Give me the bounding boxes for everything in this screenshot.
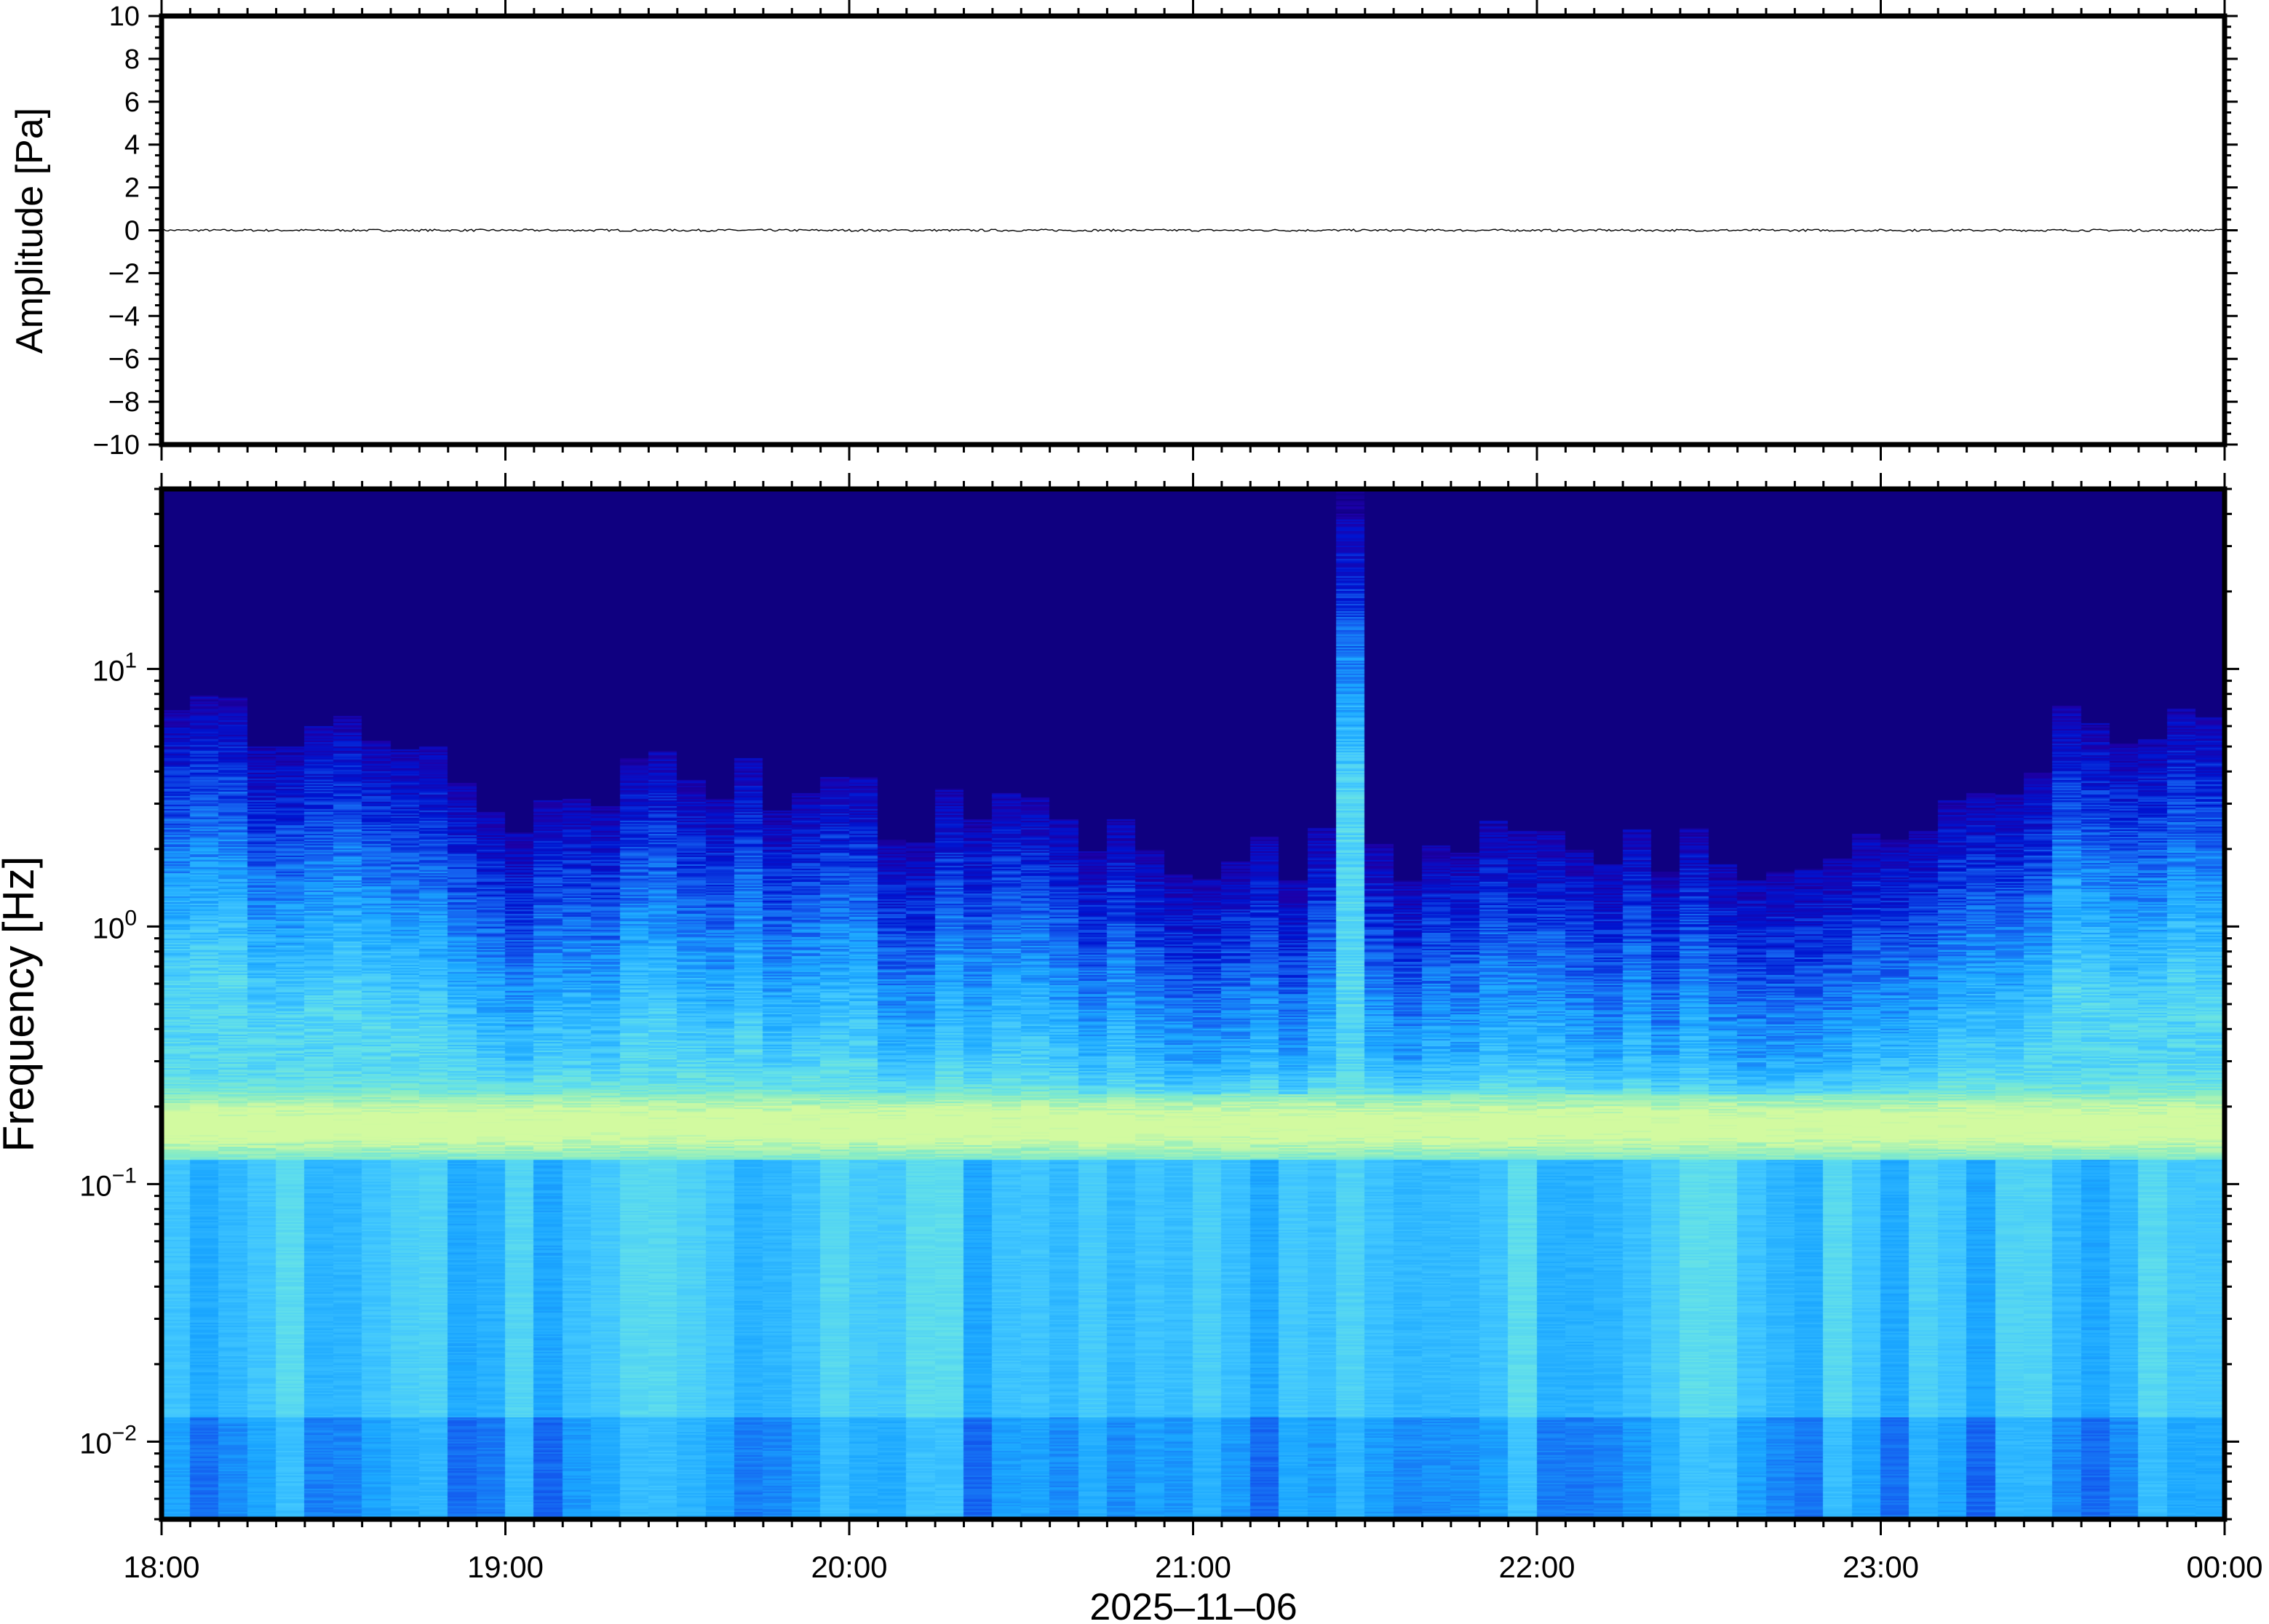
y-tick-label: −8 [108, 387, 140, 418]
y-tick-label: −10 [93, 430, 140, 461]
y-tick-label: 10−1 [79, 1163, 137, 1202]
amplitude-axis-title: Amplitude [Pa] [9, 108, 51, 354]
tick-base: 10 [79, 1170, 112, 1202]
tick-base: 10 [92, 912, 125, 944]
tick-exponent: 1 [124, 648, 137, 672]
amplitude-trace [161, 228, 2225, 233]
frequency-axis-title: Frequency [Hz] [0, 856, 43, 1153]
spectrogram-frame [159, 486, 2228, 1522]
x-tick-label: 22:00 [1498, 1550, 1575, 1584]
x-tick-label: 23:00 [1843, 1550, 1919, 1584]
spectrogram-panel: 18:00 19:00 20:00 21:00 22:00 23:00 00:0010110… [79, 473, 2263, 1584]
tick-exponent: −2 [112, 1421, 137, 1445]
y-tick-label: 6 [124, 87, 140, 118]
y-tick-label: −6 [108, 344, 140, 375]
x-tick-label: 21:00 [1155, 1550, 1231, 1584]
tick-base: 10 [92, 655, 125, 687]
y-tick-label: 101 [92, 648, 137, 687]
y-tick-label: 4 [124, 130, 140, 161]
x-tick-label: 20:00 [811, 1550, 887, 1584]
y-tick-label: 0 [124, 216, 140, 247]
y-tick-label: 10−2 [79, 1421, 137, 1460]
tick-base: 10 [79, 1428, 112, 1460]
y-tick-label: −4 [108, 301, 140, 332]
y-tick-label: 10 [109, 1, 140, 32]
x-tick-label: 18:00 [123, 1550, 199, 1584]
y-tick-label: 100 [92, 906, 137, 944]
y-tick-label: −2 [108, 258, 140, 289]
tick-exponent: −1 [112, 1163, 137, 1187]
y-tick-label: 8 [124, 44, 140, 75]
amplitude-panel: 10 8 6 4 2 0 −2 −4 −6 −8 −10 [93, 0, 2238, 461]
date-label: 2025–11–06 [1089, 1586, 1297, 1624]
tick-exponent: 0 [124, 906, 137, 930]
x-tick-label: 19:00 [467, 1550, 544, 1584]
y-tick-label: 2 [124, 173, 140, 204]
x-tick-label: 00:00 [2186, 1550, 2262, 1584]
amplitude-frame [159, 13, 2228, 447]
spectrogram-heatmap [162, 489, 2225, 1519]
